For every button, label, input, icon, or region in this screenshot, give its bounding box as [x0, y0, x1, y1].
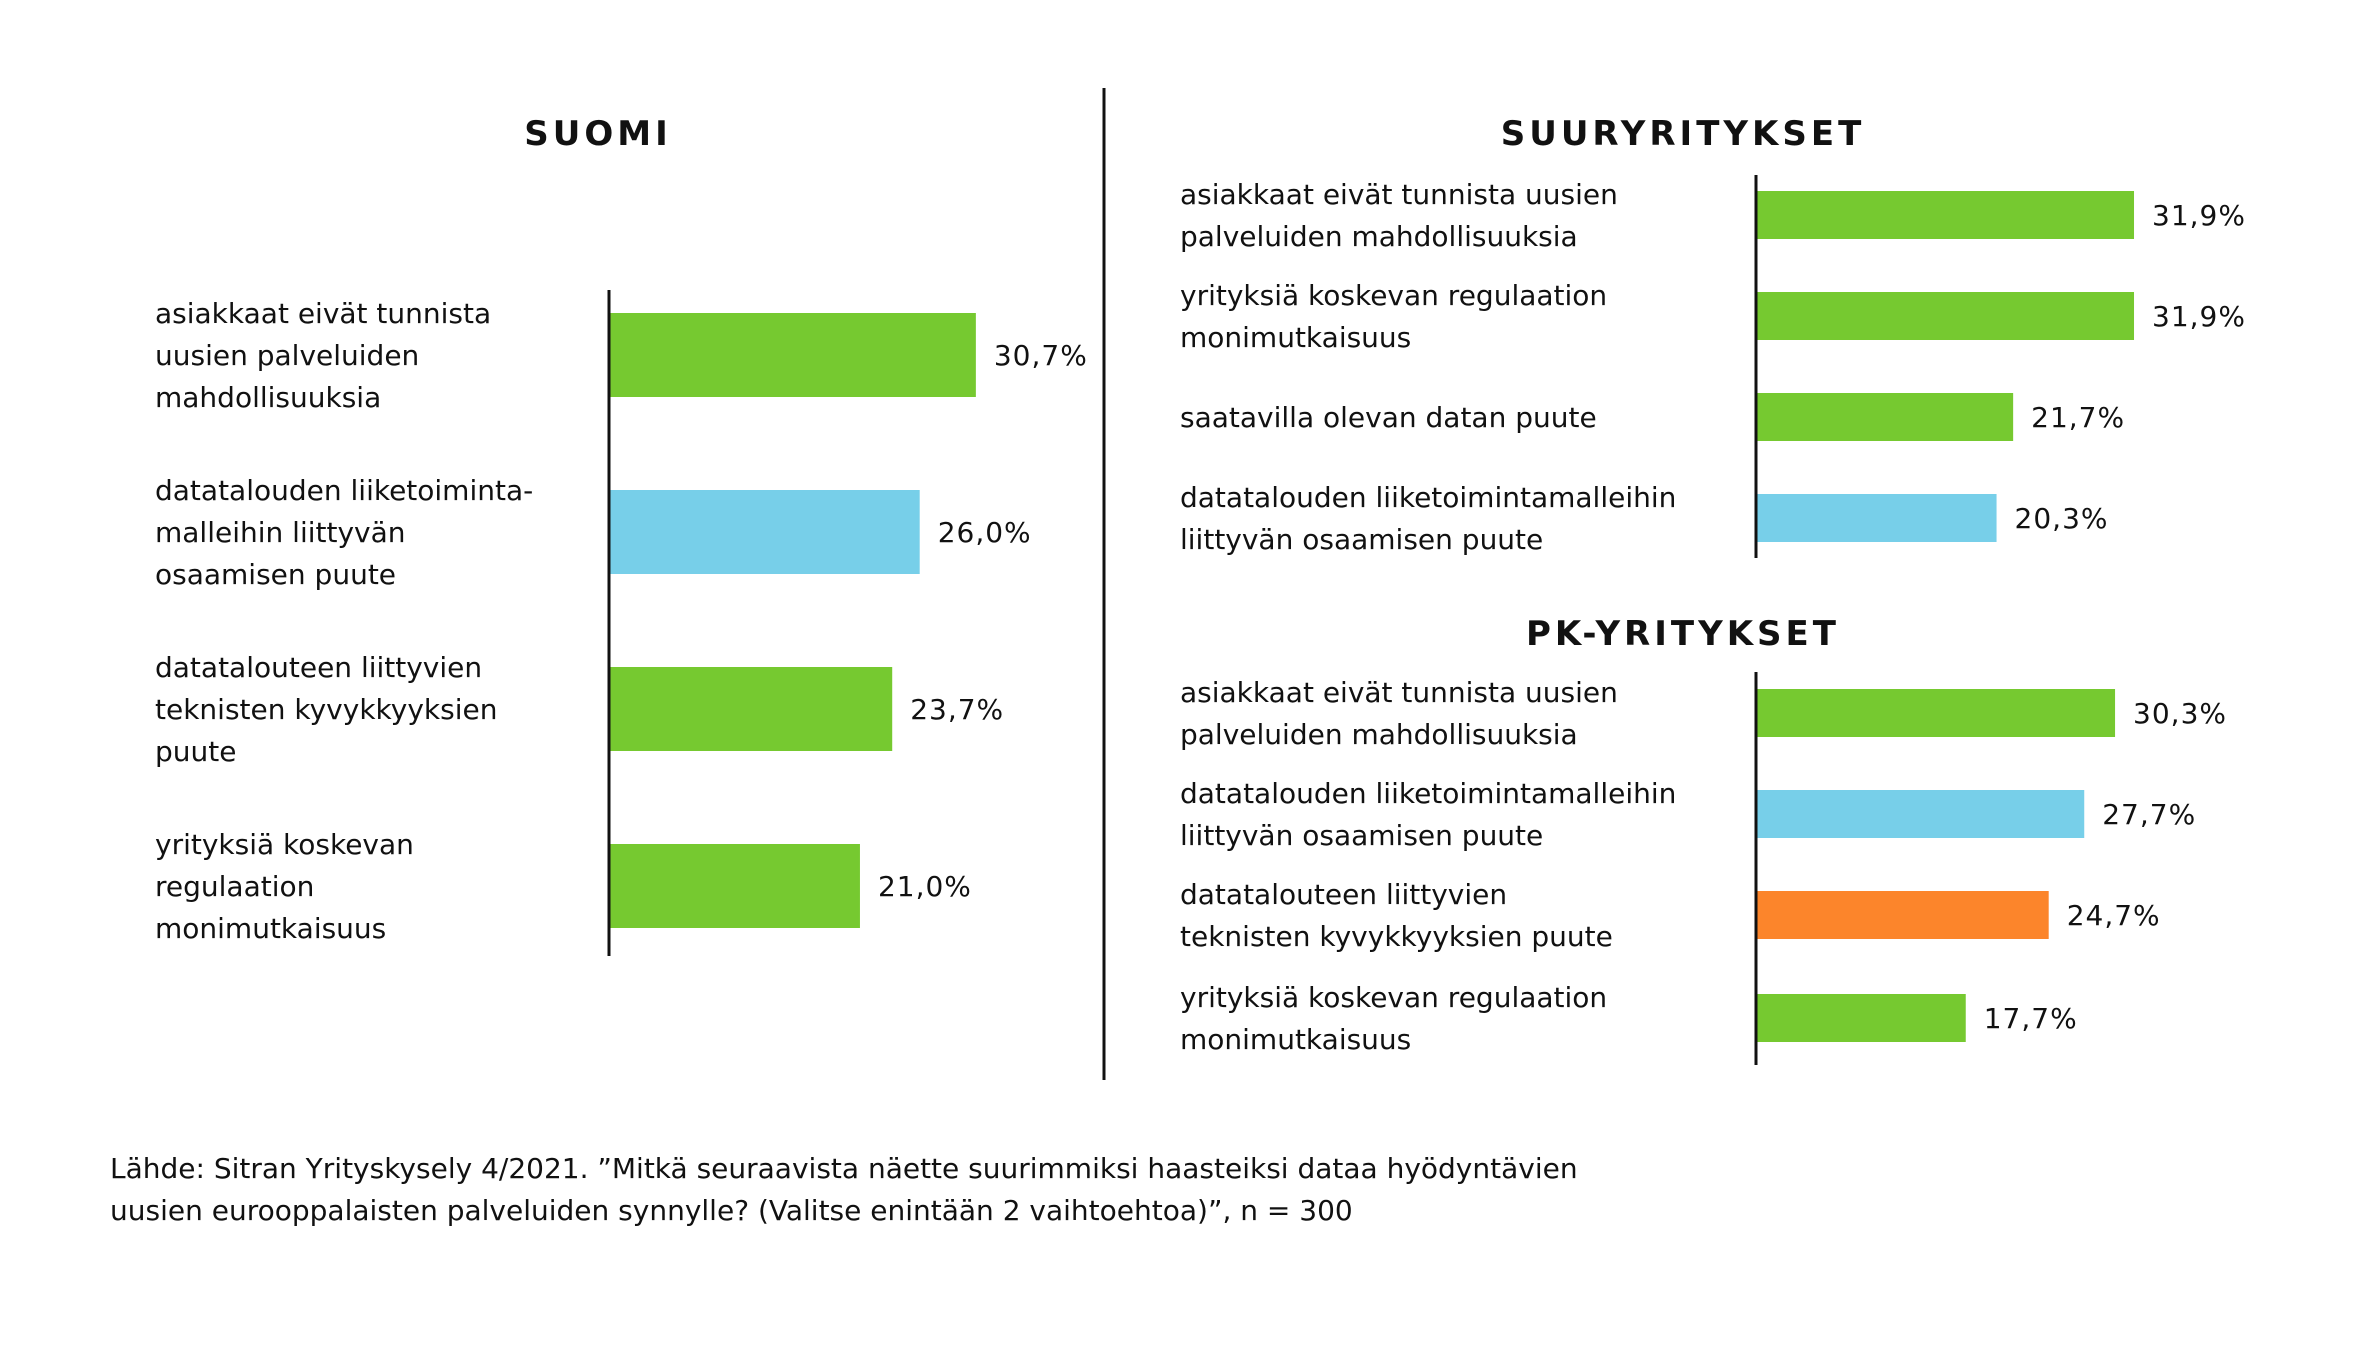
source-line-1: Lähde: Sitran Yrityskysely 4/2021. ”Mitk…	[110, 1152, 1578, 1185]
category-label: asiakkaat eivät tunnista uusien palveluid…	[1180, 178, 1618, 253]
category-label: asiakkaat eivät tunnista uusien palveluid…	[1180, 676, 1618, 751]
value-label: 21,7%	[2031, 401, 2125, 434]
bar	[1756, 292, 2135, 340]
source-line-2: uusien eurooppalaisten palveluiden synny…	[110, 1194, 1353, 1227]
bars: 31,9% asiakkaat eivät tunnista uusien palv…	[1180, 178, 2246, 556]
chart-title: PK-YRITYKSET	[1526, 614, 1840, 654]
category-label: datatalouteen liittyvien teknisten kyvykk…	[1180, 878, 1613, 953]
bar	[1756, 689, 2116, 737]
category-label-line: asiakkaat eivät tunnista uusien	[1180, 676, 1618, 709]
category-label-line: palveluiden mahdollisuuksia	[1180, 718, 1578, 751]
category-label-line: yrityksiä koskevan regulaation	[1180, 279, 1607, 312]
bar	[1756, 393, 2014, 441]
chart-suuryritykset: SUURYRITYKSET 31,9% asiakkaat eivät tunni…	[1180, 114, 2246, 558]
category-label-line: liittyvän osaamisen puute	[1180, 819, 1543, 852]
category-label-line: teknisten kyvykkyyksien puute	[1180, 920, 1613, 953]
category-label: yrityksiä koskevan regulaation monimutkai…	[1180, 981, 1607, 1056]
category-label-line: asiakkaat eivät tunnista	[155, 297, 491, 330]
value-label: 21,0%	[878, 870, 972, 903]
category-label-line: uusien palveluiden	[155, 339, 419, 372]
chart-pk-yritykset: PK-YRITYKSET 30,3% asiakkaat eivät tunnis…	[1180, 614, 2227, 1065]
category-label: asiakkaat eivät tunnista uusien palveluid…	[155, 297, 491, 414]
category-label-line: palveluiden mahdollisuuksia	[1180, 220, 1578, 253]
category-label-line: monimutkaisuus	[1180, 1023, 1411, 1056]
category-label: datatalouteen liittyvien teknisten kyvykk…	[155, 651, 497, 768]
bar	[609, 844, 860, 928]
bar	[1756, 494, 1997, 542]
bar	[1756, 994, 1966, 1042]
category-label: datatalouden liiketoiminta-malleihin lii…	[155, 474, 533, 591]
bar	[609, 667, 893, 751]
category-label-line: osaamisen puute	[155, 558, 396, 591]
source-note: Lähde: Sitran Yrityskysely 4/2021. ”Mitk…	[110, 1148, 1810, 1232]
bar	[1756, 891, 2049, 939]
value-label: 26,0%	[938, 516, 1032, 549]
category-label-line: puute	[155, 735, 236, 768]
category-label-line: datatalouden liiketoimintamalleihin	[1180, 777, 1676, 810]
value-label: 17,7%	[1984, 1002, 2078, 1035]
category-label-line: teknisten kyvykkyyksien	[155, 693, 497, 726]
category-label-line: mahdollisuuksia	[155, 381, 381, 414]
category-label-line: regulaation	[155, 870, 314, 903]
category-label-line: datatalouteen liittyvien	[155, 651, 482, 684]
bar	[1756, 790, 2085, 838]
chart-title: SUURYRITYKSET	[1501, 114, 1866, 154]
value-label: 31,9%	[2152, 199, 2246, 232]
chart-suomi: SUOMI 30,7% asiakkaat eivät tunnista uusie…	[155, 114, 1088, 956]
category-label-line: saatavilla olevan datan puute	[1180, 401, 1597, 434]
bar	[609, 490, 920, 574]
chart-title: SUOMI	[524, 114, 671, 154]
category-label-line: liittyvän osaamisen puute	[1180, 523, 1543, 556]
category-label-line: datatalouteen liittyvien	[1180, 878, 1507, 911]
category-label-line: yrityksiä koskevan regulaation	[1180, 981, 1607, 1014]
bar	[1756, 191, 2135, 239]
category-label-line: datatalouden liiketoimintamalleihin	[1180, 481, 1676, 514]
value-label: 30,7%	[994, 339, 1088, 372]
bars: 30,7% asiakkaat eivät tunnista uusien palv…	[155, 297, 1088, 945]
bar	[609, 313, 976, 397]
category-label-line: monimutkaisuus	[1180, 321, 1411, 354]
value-label: 27,7%	[2102, 798, 2196, 831]
category-label: datatalouden liiketoimintamalleihin liitt…	[1180, 777, 1676, 852]
category-label: saatavilla olevan datan puute	[1180, 401, 1597, 434]
category-label: datatalouden liiketoimintamalleihin liitt…	[1180, 481, 1676, 556]
value-label: 30,3%	[2133, 697, 2227, 730]
category-label-line: asiakkaat eivät tunnista uusien	[1180, 178, 1618, 211]
category-label: yrityksiä koskevan regulaation monimutkai…	[1180, 279, 1607, 354]
category-label-line: malleihin liittyvän	[155, 516, 406, 549]
value-label: 31,9%	[2152, 300, 2246, 333]
value-label: 23,7%	[910, 693, 1004, 726]
value-label: 20,3%	[2015, 502, 2109, 535]
category-label-line: monimutkaisuus	[155, 912, 386, 945]
value-label: 24,7%	[2067, 899, 2161, 932]
category-label: yrityksiä koskevan regulaation monimutkais…	[155, 828, 414, 945]
category-label-line: datatalouden liiketoiminta-	[155, 474, 533, 507]
category-label-line: yrityksiä koskevan	[155, 828, 414, 861]
bars: 30,3% asiakkaat eivät tunnista uusien palv…	[1180, 676, 2227, 1056]
